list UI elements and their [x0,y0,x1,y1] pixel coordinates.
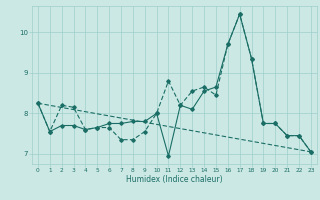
X-axis label: Humidex (Indice chaleur): Humidex (Indice chaleur) [126,175,223,184]
